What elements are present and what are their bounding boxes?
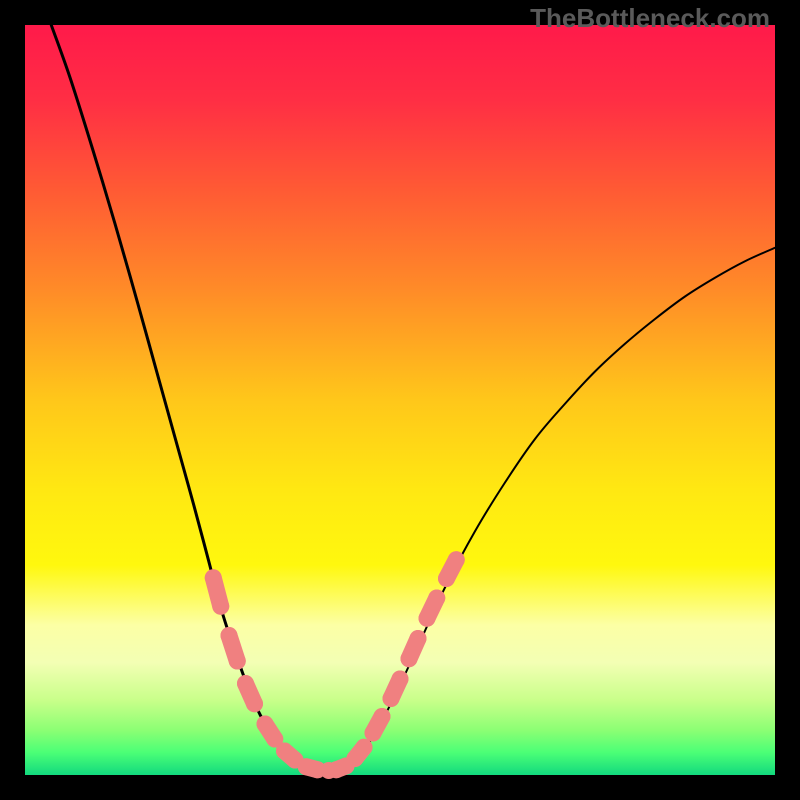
gradient-background [25, 25, 775, 775]
marker-dot [374, 708, 391, 725]
chart-svg [25, 25, 775, 775]
plot-area [25, 25, 775, 775]
marker-dot [428, 590, 445, 607]
watermark-label: TheBottleneck.com [530, 3, 770, 34]
marker-dot [392, 671, 409, 688]
marker-dot [246, 695, 263, 712]
marker-dot [356, 739, 373, 756]
marker-dot [212, 598, 229, 615]
marker-dot [229, 653, 246, 670]
chart-container: TheBottleneck.com [0, 0, 800, 800]
marker-dot [410, 630, 427, 647]
marker-dot [448, 551, 465, 568]
